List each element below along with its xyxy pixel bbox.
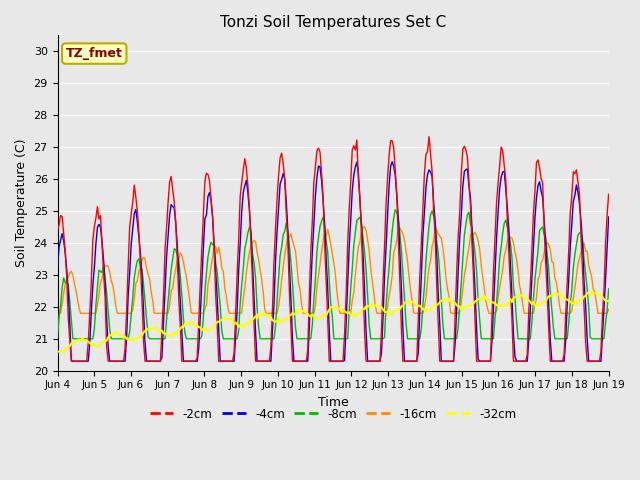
- Text: TZ_fmet: TZ_fmet: [66, 47, 123, 60]
- Y-axis label: Soil Temperature (C): Soil Temperature (C): [15, 139, 28, 267]
- Legend: -2cm, -4cm, -8cm, -16cm, -32cm: -2cm, -4cm, -8cm, -16cm, -32cm: [145, 403, 521, 425]
- X-axis label: Time: Time: [317, 396, 348, 409]
- Title: Tonzi Soil Temperatures Set C: Tonzi Soil Temperatures Set C: [220, 15, 446, 30]
